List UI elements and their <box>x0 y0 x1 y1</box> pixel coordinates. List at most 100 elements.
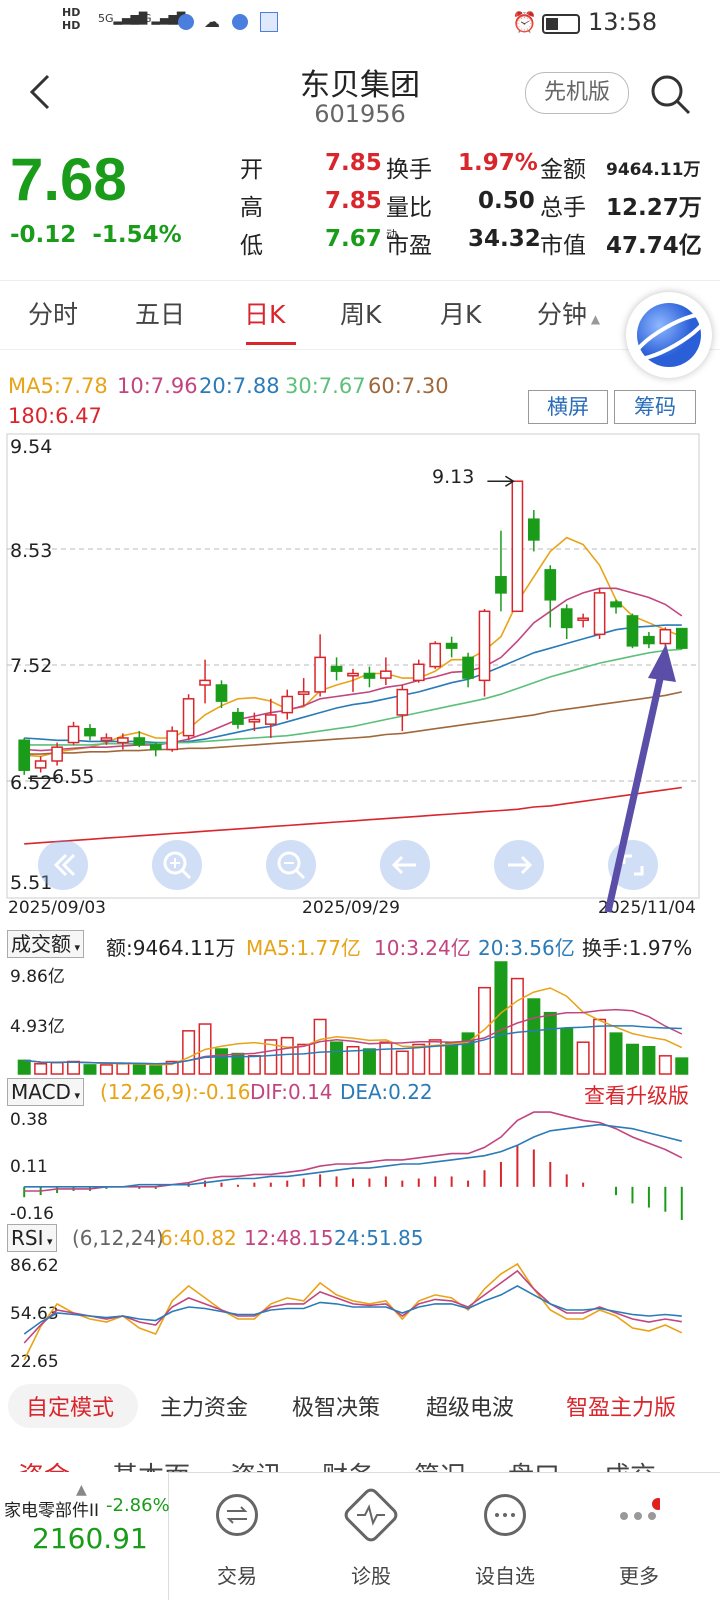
candle-body <box>281 695 294 714</box>
rsi-6: 6:40.82 <box>160 1226 237 1250</box>
ma20-value: 20:7.88 <box>199 374 280 398</box>
candle-body <box>495 576 507 594</box>
right-arrow-icon[interactable] <box>494 840 544 890</box>
app-icon <box>260 12 278 32</box>
volume-bar <box>17 1059 31 1075</box>
macd-y-label: 0.38 <box>10 1110 48 1130</box>
low-price-marker: 6.55 <box>52 766 95 788</box>
tab-five-day[interactable]: 五日 <box>135 300 186 329</box>
macd-dropdown[interactable]: MACD ▾ <box>7 1078 84 1106</box>
stock-name: 东贝集团 <box>300 68 420 103</box>
volume-bar <box>50 1061 64 1075</box>
volume-bar <box>280 1036 294 1075</box>
status-bar: HD HD 5G▂▄▆█ 4G▂▄▆█ ☁ ⏰ 13:58 <box>0 0 720 48</box>
back-arrow-icon[interactable] <box>26 72 56 112</box>
volume-amount: 额:9464.11万 <box>106 936 236 960</box>
candle-body <box>330 665 343 672</box>
tab-weekly-k[interactable]: 周K <box>340 300 382 329</box>
candle-body <box>445 642 458 649</box>
tab-minute[interactable]: 分钟 ▲ <box>537 295 600 331</box>
volume-bar <box>527 998 541 1075</box>
volume-chart[interactable] <box>0 958 720 1078</box>
quote-value: 7.85 <box>325 150 382 176</box>
volume-bar <box>609 1032 623 1075</box>
version-button[interactable]: 先机版 <box>525 72 629 114</box>
macd-params: (12,26,9):-0.16 <box>100 1080 251 1104</box>
ma60-value: 60:7.30 <box>368 374 449 398</box>
mode-custom[interactable]: 自定模式 <box>26 1396 115 1421</box>
app-icon <box>232 14 248 30</box>
candle-body <box>577 617 589 621</box>
candle-body <box>67 725 80 744</box>
candle-body <box>560 608 573 629</box>
landscape-button[interactable]: 横屏 <box>528 390 608 424</box>
volume-bar <box>264 1039 278 1075</box>
mode-zhiying-pro[interactable]: 智盈主力版 <box>566 1396 677 1421</box>
volume-bar <box>247 1055 261 1075</box>
nav-add-watchlist[interactable]: 设自选 <box>440 1472 570 1600</box>
rsi-params: (6,12,24) <box>72 1226 164 1250</box>
ma-line-180 <box>24 786 682 845</box>
candle-body <box>199 679 211 686</box>
trade-icon <box>216 1494 258 1536</box>
more-icon <box>618 1494 664 1536</box>
volume-bar <box>330 1041 344 1075</box>
kline-chart[interactable] <box>0 432 720 922</box>
rewind-icon[interactable] <box>38 840 88 890</box>
mode-super-wave[interactable]: 超级电波 <box>426 1396 515 1421</box>
nav-more[interactable]: 更多 <box>574 1472 704 1600</box>
volume-dropdown-label: 成交额 <box>11 932 71 956</box>
zoom-in-icon[interactable] <box>152 840 202 890</box>
candle-body <box>363 672 376 679</box>
y-axis-label: 5.51 <box>10 872 53 894</box>
volume-ma20-line <box>24 1025 682 1065</box>
candle-body <box>626 615 639 647</box>
quote-label: 高 <box>240 195 263 221</box>
nav-diagnose[interactable]: 诊股 <box>306 1472 436 1600</box>
add-watchlist-icon <box>484 1494 526 1536</box>
chips-button[interactable]: 筹码 <box>614 390 696 424</box>
macd-chart[interactable] <box>0 1104 720 1224</box>
ma10-value: 10:7.96 <box>117 374 198 398</box>
mode-smart-decision[interactable]: 极智决策 <box>292 1396 381 1421</box>
rsi-12-line <box>23 1269 682 1344</box>
upgrade-link[interactable]: 查看升级版 <box>584 1084 689 1108</box>
dropdown-triangle-icon: ▲ <box>587 312 601 326</box>
volume-bar <box>510 977 524 1075</box>
chat-icon: ☁ <box>204 12 220 31</box>
macd-y-label: -0.16 <box>10 1204 54 1224</box>
left-arrow-icon[interactable] <box>380 840 430 890</box>
candle-body <box>675 627 688 649</box>
chevron-down-icon: ▾ <box>70 1089 80 1102</box>
rsi-24-line <box>23 1284 682 1335</box>
volume-bar <box>658 1055 672 1075</box>
zoom-out-icon[interactable] <box>266 840 316 890</box>
alarm-icon: ⏰ <box>512 10 537 34</box>
volume-bar <box>593 1018 607 1075</box>
candle-body <box>100 737 113 742</box>
sector-index-card[interactable]: ▲ 家电零部件II -2.86% 2160.91 <box>0 1472 170 1600</box>
nav-add-watchlist-label: 设自选 <box>475 1564 535 1588</box>
volume-bar <box>642 1045 656 1075</box>
rsi-dropdown[interactable]: RSI ▾ <box>7 1224 57 1252</box>
volume-bar <box>560 1027 574 1075</box>
tab-daily-k[interactable]: 日K <box>244 300 286 329</box>
rsi-chart[interactable] <box>0 1250 720 1370</box>
volume-bar <box>116 1063 130 1075</box>
tab-monthly-k[interactable]: 月K <box>440 300 482 329</box>
volume-bar <box>297 1043 311 1075</box>
nav-trade[interactable]: 交易 <box>172 1472 302 1600</box>
candle-body <box>478 610 491 682</box>
rsi-y-label: 86.62 <box>10 1256 59 1276</box>
tab-intraday[interactable]: 分时 <box>28 300 79 329</box>
x-axis-label: 2025/09/03 <box>8 898 106 918</box>
candle-body <box>215 684 228 702</box>
mode-main-funds[interactable]: 主力资金 <box>160 1396 249 1421</box>
candle-body <box>264 714 277 725</box>
quote-label: 总手 <box>540 195 586 221</box>
battery-icon <box>542 14 580 34</box>
floating-assistant-icon[interactable] <box>626 292 712 378</box>
search-icon[interactable] <box>648 72 694 118</box>
volume-dropdown[interactable]: 成交额 ▾ <box>7 930 85 958</box>
volume-bar <box>99 1064 113 1075</box>
